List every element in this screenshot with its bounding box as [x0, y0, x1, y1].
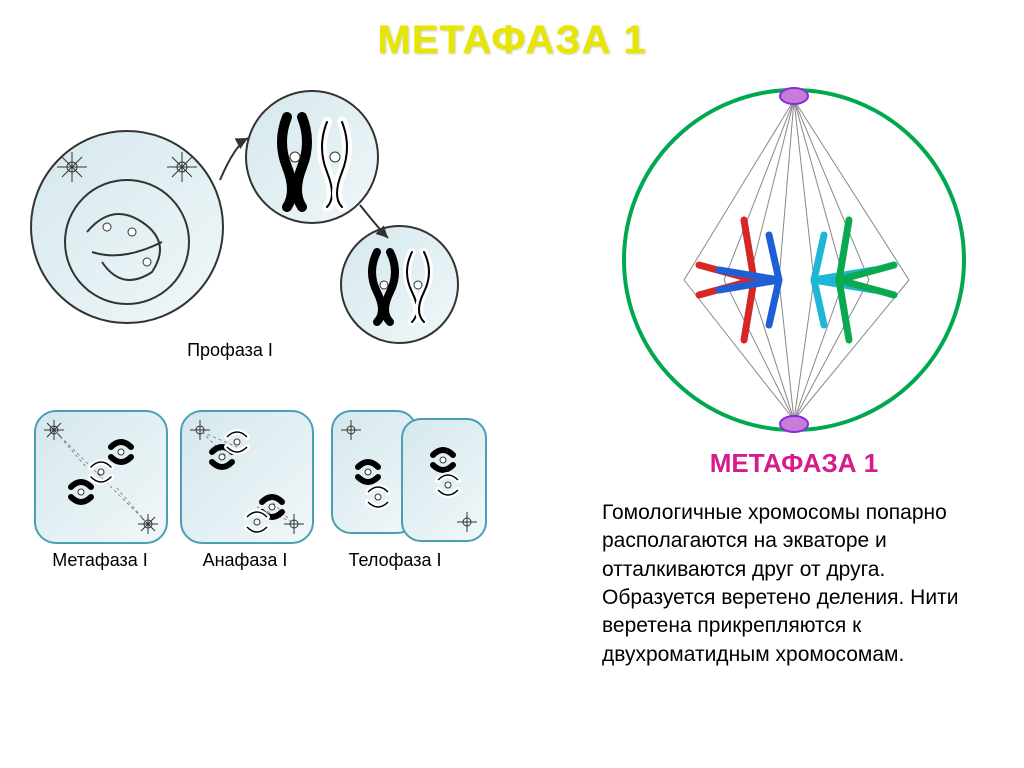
metaphase-color-label: МЕТАФАЗА 1: [594, 448, 994, 479]
anaphase-label: Анафаза I: [185, 550, 305, 571]
description-text: Гомологичные хромосомы попарно располага…: [594, 499, 994, 669]
left-diagram-group: Профаза I: [30, 90, 550, 710]
anaphase-cell: [180, 410, 314, 544]
telophase-cell: [327, 410, 477, 540]
telophase-label: Телофаза I: [330, 550, 460, 571]
metaphase-label: Метафаза I: [40, 550, 160, 571]
prophase-cell-large: [30, 130, 224, 324]
prophase-cell-mid: [245, 90, 379, 224]
page-title: МЕТАФАЗА 1: [0, 18, 1024, 63]
metaphase-color-diagram: [614, 80, 974, 440]
right-panel: МЕТАФАЗА 1 Гомологичные хромосомы попарн…: [594, 80, 994, 669]
prophase-cell-small: [340, 225, 459, 344]
prophase-label: Профаза I: [170, 340, 290, 361]
metaphase-cell: [34, 410, 168, 544]
